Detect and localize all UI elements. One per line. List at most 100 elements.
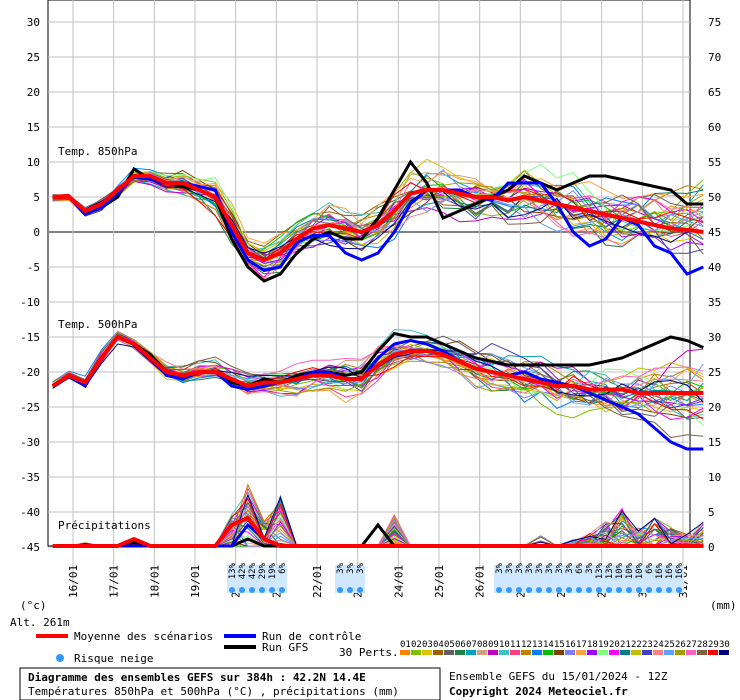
x-tick-label: 24/01: [392, 565, 405, 598]
snow-cell: [664, 565, 674, 593]
legend: Moyenne des scénarios Run de contrôle Ru…: [36, 630, 730, 665]
snow-cell: [237, 565, 247, 593]
y-tick-right: 0: [708, 541, 715, 554]
snow-risk-value: 10%: [615, 562, 625, 579]
snow-risk-value: 13%: [605, 562, 615, 579]
snow-risk-value: 6%: [278, 562, 288, 573]
snow-cell: [594, 565, 604, 593]
snow-flake-icon: [616, 587, 622, 593]
pert-t850-line: [52, 177, 704, 254]
snow-cell: [644, 565, 654, 593]
snow-risk-value: 13%: [228, 562, 238, 579]
snow-cell: [514, 565, 524, 593]
pert-swatch: [675, 650, 685, 655]
snow-cell: [494, 565, 504, 593]
pert-swatch: [642, 650, 652, 655]
pert-number: 17: [576, 640, 587, 650]
snow-flake-icon: [586, 587, 592, 593]
snow-flake-icon: [666, 587, 672, 593]
y-tick-left: -10: [20, 296, 40, 309]
y-tick-right: 65: [708, 86, 721, 99]
snow-cell: [355, 565, 365, 593]
pert-number: 12: [521, 640, 532, 650]
chart-subtitle: Températures 850hPa et 500hPa (°C) , pré…: [28, 685, 399, 698]
pert-swatch: [499, 650, 509, 655]
pert-number: 06: [455, 640, 466, 650]
pert-swatch: [686, 650, 696, 655]
snow-risk-value: 29%: [258, 562, 268, 579]
snow-flake-icon: [269, 587, 275, 593]
y-tick-left: -25: [20, 401, 40, 414]
snow-risk-value: 3%: [565, 562, 575, 573]
pert-t850-line: [52, 174, 704, 261]
pert-swatch: [488, 650, 498, 655]
pert-swatch: [565, 650, 575, 655]
snow-risk-value: 3%: [525, 562, 535, 573]
snow-flake-icon: [249, 587, 255, 593]
y-tick-right: 35: [708, 296, 721, 309]
pert-swatch: [719, 650, 729, 655]
snow-flake-icon: [506, 587, 512, 593]
pert-number: 16: [565, 640, 576, 650]
grid: [47, 0, 691, 596]
snow-flake-icon: [337, 587, 343, 593]
snow-flake-icon: [656, 587, 662, 593]
y-tick-left: -45: [20, 541, 40, 554]
snow-risk-value: 16%: [675, 562, 685, 579]
pert-number: 05: [444, 640, 455, 650]
x-tick-label: 25/01: [433, 565, 446, 598]
pert-swatch: [510, 650, 520, 655]
copyright: Copyright 2024 Meteociel.fr: [449, 685, 628, 698]
pert-number: 21: [620, 640, 631, 650]
snow-cell: [554, 565, 564, 593]
snow-flake-icon: [556, 587, 562, 593]
pert-number: 07: [466, 640, 477, 650]
mean-t850-line: [52, 174, 704, 263]
snow-cell: [574, 565, 584, 593]
label-t500: Temp. 500hPa: [58, 318, 137, 331]
snow-flake-icon: [259, 587, 265, 593]
snow-flake-icon: [536, 587, 542, 593]
snow-flake-icon: [606, 587, 612, 593]
pert-swatch: [576, 650, 586, 655]
ylabel-left: (°c): [20, 599, 47, 612]
snow-risk-value: 3%: [535, 562, 545, 573]
pert-number: 27: [686, 640, 697, 650]
snow-cell: [345, 565, 355, 593]
snow-cell: [614, 565, 624, 593]
y-tick-right: 15: [708, 436, 721, 449]
pert-number: 29: [708, 640, 719, 650]
snow-flake-icon: [576, 587, 582, 593]
snow-cell: [584, 565, 594, 593]
snow-flake-icon: [239, 587, 245, 593]
pert-number: 03: [422, 640, 433, 650]
pert-swatch: [532, 650, 542, 655]
y-tick-left: -35: [20, 471, 40, 484]
pert-number: 26: [675, 640, 686, 650]
snow-flake-icon: [347, 587, 353, 593]
x-tick-label: 16/01: [67, 565, 80, 598]
snow-cell: [524, 565, 534, 593]
snow-risk-value: 3%: [495, 562, 505, 573]
legend-mean-label: Moyenne des scénarios: [74, 630, 213, 643]
pert-swatch: [521, 650, 531, 655]
x-tick-label: 22/01: [311, 565, 324, 598]
pert-number: 30: [719, 640, 730, 650]
y-tick-right: 5: [708, 506, 715, 519]
y-tick-left: -15: [20, 331, 40, 344]
run-info: Ensemble GEFS du 15/01/2024 - 12Z: [449, 670, 668, 683]
snow-cell: [277, 565, 287, 593]
snow-flake-icon: [546, 587, 552, 593]
snow-flake-icon: [566, 587, 572, 593]
snow-cell: [604, 565, 614, 593]
pert-swatch: [620, 650, 630, 655]
snow-cell: [335, 565, 345, 593]
snow-flake-icon: [496, 587, 502, 593]
pert-swatch: [543, 650, 553, 655]
chart-title: Diagramme des ensembles GEFS sur 384h : …: [28, 671, 366, 684]
snow-cell: [624, 565, 634, 593]
snow-cell: [544, 565, 554, 593]
pert-number: 11: [510, 640, 521, 650]
y-tick-right: 50: [708, 191, 721, 204]
snow-cell: [504, 565, 514, 593]
